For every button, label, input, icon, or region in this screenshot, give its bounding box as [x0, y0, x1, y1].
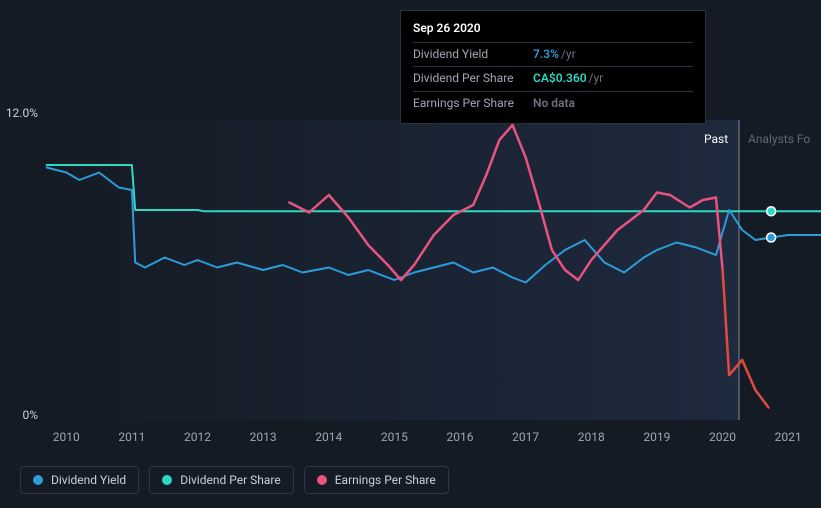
legend-label: Dividend Per Share — [180, 473, 281, 487]
legend-swatch — [317, 475, 327, 485]
x-axis-tick: 2020 — [709, 430, 736, 444]
tooltip-row: Dividend Yield7.3%/yr — [413, 42, 693, 66]
tooltip-row-label: Dividend Yield — [413, 45, 533, 64]
tooltip-row-value: CA$0.360 — [533, 71, 587, 85]
x-axis-tick: 2015 — [381, 430, 408, 444]
legend-item[interactable]: Earnings Per Share — [304, 466, 449, 494]
x-axis-tick: 2017 — [512, 430, 539, 444]
legend-label: Dividend Yield — [51, 473, 126, 487]
y-axis-tick-max: 12.0% — [0, 106, 38, 120]
x-axis-tick: 2012 — [184, 430, 211, 444]
x-axis-tick: 2019 — [643, 430, 670, 444]
past-section-label: Past — [704, 132, 728, 146]
tooltip-row-label: Dividend Per Share — [413, 69, 533, 88]
series-end-marker — [767, 233, 776, 242]
tooltip-row-unit: /yr — [589, 71, 604, 85]
chart-legend: Dividend Yield Dividend Per Share Earnings… — [20, 466, 449, 494]
legend-label: Earnings Per Share — [335, 473, 436, 487]
tooltip-row: Dividend Per ShareCA$0.360/yr — [413, 66, 693, 90]
series-end-marker — [767, 207, 776, 216]
legend-item[interactable]: Dividend Yield — [20, 466, 139, 494]
tooltip-row-label: Earnings Per Share — [413, 94, 533, 113]
chart-container: 12.0% 0% 2010201120122013201420152016201… — [0, 0, 821, 508]
tooltip-row-value: 7.3% — [533, 47, 559, 61]
x-axis-tick: 2014 — [315, 430, 342, 444]
x-axis: 2010 2011 2012 2013 2014 2015 2016 2017 2018 2019… — [40, 430, 821, 448]
x-axis-tick: 2021 — [775, 430, 802, 444]
forecast-section-label: Analysts Fo — [748, 132, 810, 146]
legend-item[interactable]: Dividend Per Share — [149, 466, 294, 494]
x-axis-tick: 2018 — [578, 430, 605, 444]
legend-swatch — [33, 475, 43, 485]
chart-plot-area[interactable] — [40, 120, 821, 420]
chart-tooltip: Sep 26 2020 Dividend Yield7.3%/yrDividen… — [400, 10, 706, 124]
x-axis-tick: 2010 — [53, 430, 80, 444]
legend-swatch — [162, 475, 172, 485]
x-axis-tick: 2013 — [250, 430, 277, 444]
y-axis-tick-min: 0% — [0, 408, 38, 422]
tooltip-row-unit: /yr — [561, 47, 576, 61]
x-axis-tick: 2011 — [118, 430, 145, 444]
tooltip-date: Sep 26 2020 — [413, 19, 693, 38]
tooltip-row-value: No data — [533, 96, 575, 110]
x-axis-tick: 2016 — [447, 430, 474, 444]
tooltip-row: Earnings Per ShareNo data — [413, 91, 693, 115]
